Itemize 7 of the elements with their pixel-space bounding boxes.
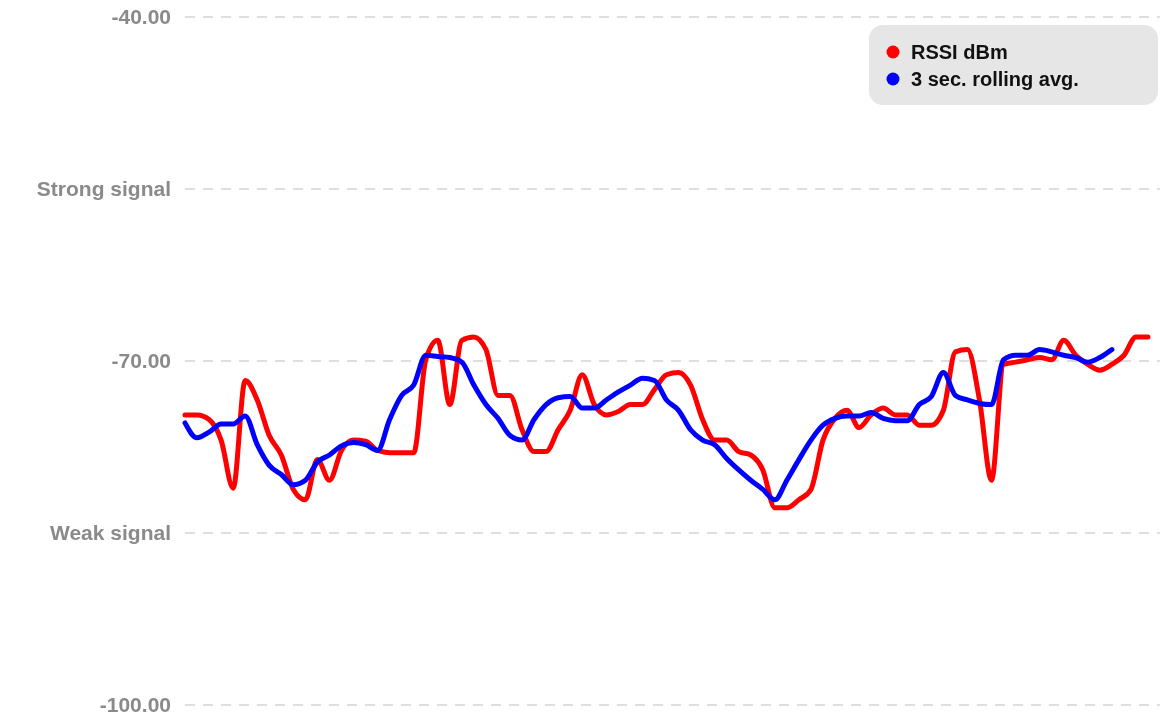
y-tick-label: Weak signal xyxy=(50,521,171,545)
y-tick-label: -100.00 xyxy=(99,693,171,717)
y-tick-label: Strong signal xyxy=(36,177,171,201)
legend-label: RSSI dBm xyxy=(911,41,1008,63)
legend-label: 3 sec. rolling avg. xyxy=(911,68,1079,90)
y-tick-label: -70.00 xyxy=(111,349,171,373)
y-tick-label: -40.00 xyxy=(111,5,171,29)
